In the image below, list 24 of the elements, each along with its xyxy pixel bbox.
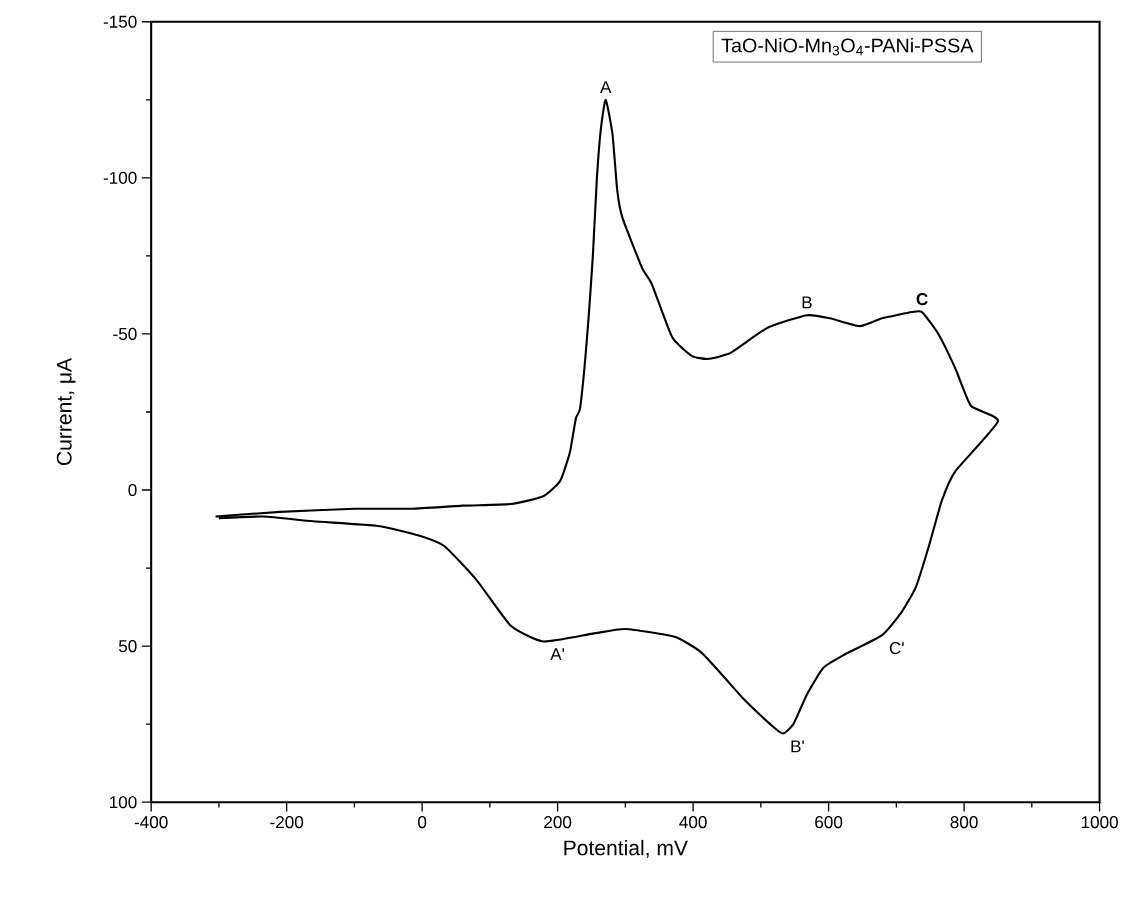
y-tick-label: -150 [103, 15, 137, 28]
annotation: B' [791, 740, 804, 753]
annotation: C [916, 293, 928, 306]
x-axis-title: Potential, mV [564, 839, 688, 858]
y-axis-title: Current, μA [56, 357, 76, 466]
y-tick-label: -50 [113, 327, 137, 340]
y-tick-label: -100 [103, 171, 137, 184]
y-tick-label: 100 [110, 796, 137, 809]
annotation: C' [889, 642, 904, 655]
annotation: A [600, 81, 612, 93]
x-tick-label: 600 [815, 816, 843, 829]
y-tick-label: 50 [118, 640, 137, 653]
x-tick-label: 800 [950, 816, 978, 829]
x-tick-label: 1000 [1081, 816, 1118, 829]
x-tick-label: -200 [270, 816, 304, 829]
annotation: A' [550, 648, 565, 661]
x-tick-label: 0 [418, 816, 427, 829]
x-tick-label: -400 [134, 816, 168, 829]
x-tick-label: 200 [544, 816, 572, 829]
annotation: B [802, 296, 812, 309]
line-series [214, 98, 1000, 735]
annotation: TaO-NiO-Mn$_{3}$O$_{4}$-PANi-PSSA [721, 37, 974, 56]
y-tick-label: 0 [128, 483, 137, 497]
x-tick-label: 400 [679, 816, 707, 829]
